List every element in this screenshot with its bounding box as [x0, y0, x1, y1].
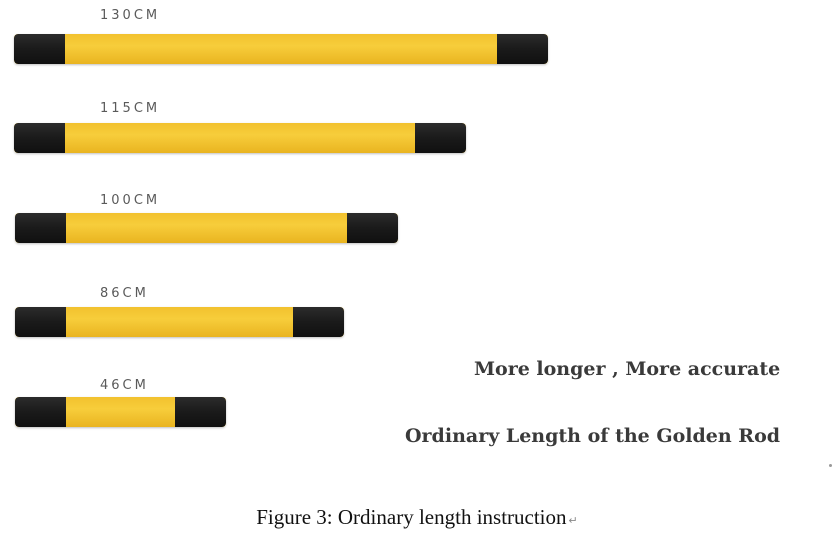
rod-left-cap	[15, 213, 66, 243]
rod-right-cap	[293, 307, 344, 337]
rod-right-cap	[497, 34, 548, 64]
rod-86cm	[15, 307, 344, 337]
figure-caption-text: Figure 3: Ordinary length instruction	[256, 505, 567, 529]
rod-100cm	[15, 213, 398, 243]
rod-115cm	[14, 123, 466, 153]
rod-label-130cm: 130CM	[100, 8, 161, 23]
stray-dot	[829, 464, 832, 467]
rod-label-46cm: 46CM	[100, 378, 149, 393]
rod-right-cap	[175, 397, 226, 427]
rod-label-86cm: 86CM	[100, 286, 149, 301]
return-mark-icon: ↵	[568, 515, 578, 527]
subtitle-text: Ordinary Length of the Golden Rod	[405, 425, 781, 447]
slogan-text: More longer , More accurate	[474, 358, 781, 380]
rod-label-100cm: 100CM	[100, 193, 161, 208]
rod-130cm	[14, 34, 548, 64]
rod-left-cap	[14, 34, 65, 64]
rod-left-cap	[14, 123, 65, 153]
rod-right-cap	[347, 213, 398, 243]
rod-right-cap	[415, 123, 466, 153]
rod-label-115cm: 115CM	[100, 101, 161, 116]
rod-left-cap	[15, 397, 66, 427]
figure-caption: Figure 3: Ordinary length instruction ↵	[0, 505, 834, 530]
rod-46cm	[15, 397, 226, 427]
rod-left-cap	[15, 307, 66, 337]
